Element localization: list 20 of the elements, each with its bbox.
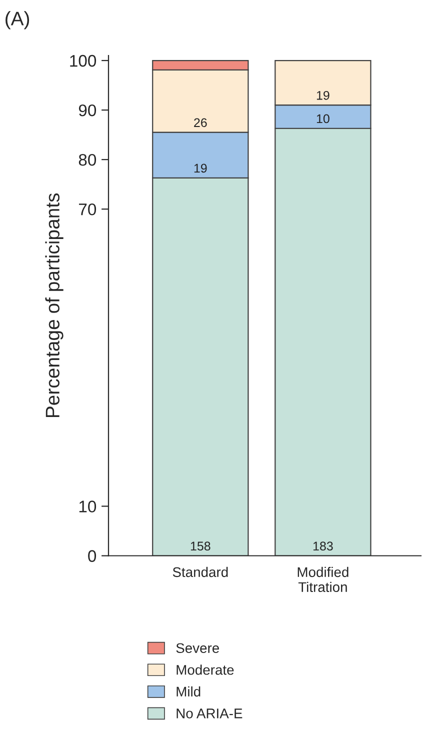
y-tick-label: 70 bbox=[79, 203, 96, 216]
annotation: 26 bbox=[194, 118, 207, 128]
legend-label: Moderate bbox=[176, 664, 234, 675]
y-tick-label: 0 bbox=[88, 550, 96, 562]
annotation: 158 bbox=[190, 542, 210, 550]
y-tick-label: 90 bbox=[78, 104, 96, 116]
x-tick-label: Standard bbox=[172, 566, 228, 578]
annotation: 19 bbox=[316, 90, 330, 100]
x-tick-label: Modified Titration bbox=[298, 566, 348, 592]
chart-title: (A) bbox=[6, 11, 30, 30]
legend-label: Mild bbox=[176, 686, 200, 697]
annotation: 183 bbox=[313, 542, 333, 550]
y-axis-title: Percentage of participants bbox=[45, 193, 64, 418]
legend-label: No ARIA-E bbox=[176, 708, 242, 718]
legend-label: Severe bbox=[176, 643, 219, 654]
y-tick-label: 10 bbox=[79, 500, 96, 512]
y-tick-label: 100 bbox=[70, 54, 96, 67]
annotation: 19 bbox=[194, 164, 207, 173]
y-tick-label: 80 bbox=[78, 154, 96, 166]
annotation: 10 bbox=[316, 114, 330, 124]
